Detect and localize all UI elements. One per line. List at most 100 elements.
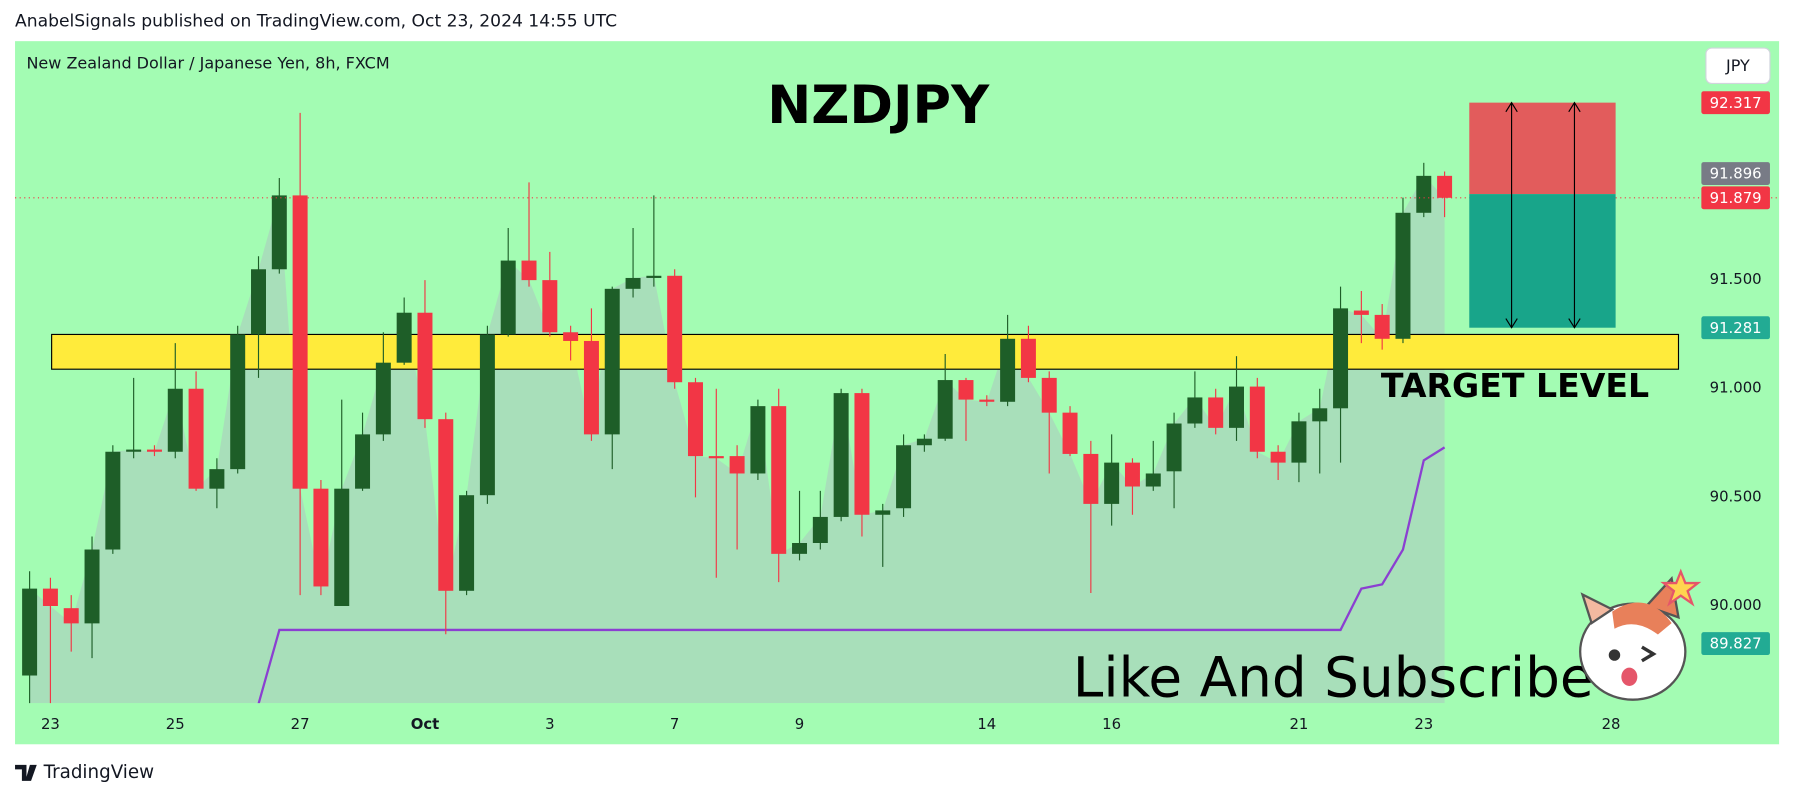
candle-body xyxy=(750,406,766,474)
candle-body xyxy=(251,269,266,335)
x-tick-label: 3 xyxy=(545,715,554,733)
candle-body xyxy=(1104,462,1120,504)
candle-body xyxy=(292,195,308,489)
position-stop xyxy=(1469,102,1616,195)
candle-body xyxy=(209,469,225,489)
candle-body xyxy=(1020,338,1036,378)
currency-label: JPY xyxy=(1725,56,1750,75)
candle-body xyxy=(937,380,953,439)
candle-body xyxy=(1333,308,1349,409)
candle-body xyxy=(313,488,329,587)
candle-body xyxy=(396,312,412,363)
x-tick-label: 23 xyxy=(1414,715,1433,733)
arrow-head xyxy=(1505,101,1518,113)
price-label-box xyxy=(1701,162,1770,185)
currency-button[interactable] xyxy=(1705,47,1771,85)
candle-body xyxy=(355,434,371,489)
price-label: 91.896 xyxy=(1710,165,1762,183)
candle-body xyxy=(167,388,183,452)
plot: 90.000 90.500 91.000 91.500 91.879 92.317 91.8… xyxy=(15,91,1780,733)
candle-body xyxy=(979,399,995,402)
y-tick-label: 91.000 xyxy=(1710,379,1762,397)
candle-body xyxy=(146,449,162,452)
candle-body xyxy=(896,445,912,509)
candle-body xyxy=(63,608,79,624)
candle-body xyxy=(1395,212,1411,339)
y-tick-label: 91.500 xyxy=(1710,270,1762,288)
y-tick-label: 90.000 xyxy=(1710,596,1762,614)
candle-body xyxy=(1041,377,1057,413)
x-tick-label: Oct xyxy=(411,715,440,733)
x-tick-label: 9 xyxy=(795,715,804,733)
arrow-head xyxy=(1568,318,1581,329)
arrow-head xyxy=(1568,101,1581,113)
candle-body xyxy=(1291,421,1307,463)
candle-body xyxy=(1145,473,1161,487)
candle-body xyxy=(479,334,495,496)
zone-label: TARGET LEVEL xyxy=(1381,366,1649,405)
price-label-box xyxy=(1701,186,1770,210)
candle-body xyxy=(646,275,662,278)
candle-body xyxy=(105,451,121,550)
candle-body xyxy=(792,542,808,554)
candle-body xyxy=(126,449,142,452)
candle-body xyxy=(1083,453,1099,504)
x-tick-label: 27 xyxy=(291,715,310,733)
candle-body xyxy=(1062,412,1078,454)
candle-body xyxy=(1166,423,1182,472)
candle-body xyxy=(708,456,724,459)
candle-body xyxy=(271,195,287,270)
trail-line xyxy=(257,446,1446,704)
candle-body xyxy=(230,334,246,470)
candle-body xyxy=(1374,314,1390,339)
price-label: 91.281 xyxy=(1710,319,1762,337)
y-tick-label: 90.500 xyxy=(1710,487,1762,505)
candle-body xyxy=(22,588,38,676)
x-tick-label: 16 xyxy=(1102,715,1121,733)
candle-body xyxy=(854,393,870,515)
publisher-line: AnabelSignals published on TradingView.c… xyxy=(15,12,617,32)
candle-body xyxy=(1270,451,1286,463)
brand-logo xyxy=(15,764,37,781)
price-label-box xyxy=(1701,91,1770,115)
cat-sticker xyxy=(1579,568,1702,701)
price-label: 92.317 xyxy=(1710,94,1762,112)
position-target xyxy=(1469,194,1616,328)
candle-body xyxy=(1416,175,1432,213)
target-zone xyxy=(51,333,1680,370)
candle-body xyxy=(1249,386,1265,452)
candle-body xyxy=(667,275,683,383)
arrow-head xyxy=(1505,318,1518,329)
candle-body xyxy=(334,488,350,606)
candle-body xyxy=(521,260,537,281)
candle-body xyxy=(1208,397,1224,428)
candle-body xyxy=(563,332,579,341)
x-tick-label: 21 xyxy=(1289,715,1308,733)
candle-body xyxy=(958,380,974,400)
candle-body xyxy=(583,340,599,435)
price-label: 89.827 xyxy=(1710,635,1762,653)
candle-body xyxy=(875,510,891,515)
candle-body xyxy=(729,456,745,474)
candle-body xyxy=(42,588,58,606)
candle-body xyxy=(625,277,641,289)
candle-body xyxy=(812,516,828,543)
candle-body xyxy=(542,280,558,333)
candle-body xyxy=(500,260,516,335)
candle-body xyxy=(438,419,454,591)
candle-body xyxy=(417,312,433,420)
x-tick-label: 14 xyxy=(977,715,996,733)
x-tick-label: 25 xyxy=(166,715,185,733)
price-label-box xyxy=(1701,632,1770,656)
candle-body xyxy=(1124,462,1140,487)
price-label-box xyxy=(1701,316,1770,340)
price-label: 91.879 xyxy=(1710,189,1762,207)
candle-body xyxy=(1312,408,1328,422)
candle-body xyxy=(459,495,475,591)
candle-body xyxy=(84,549,100,624)
cta-text: Like And Subscribe xyxy=(1073,646,1594,710)
candle-body xyxy=(771,406,787,554)
symbol-info: New Zealand Dollar / Japanese Yen, 8h, F… xyxy=(26,54,389,73)
